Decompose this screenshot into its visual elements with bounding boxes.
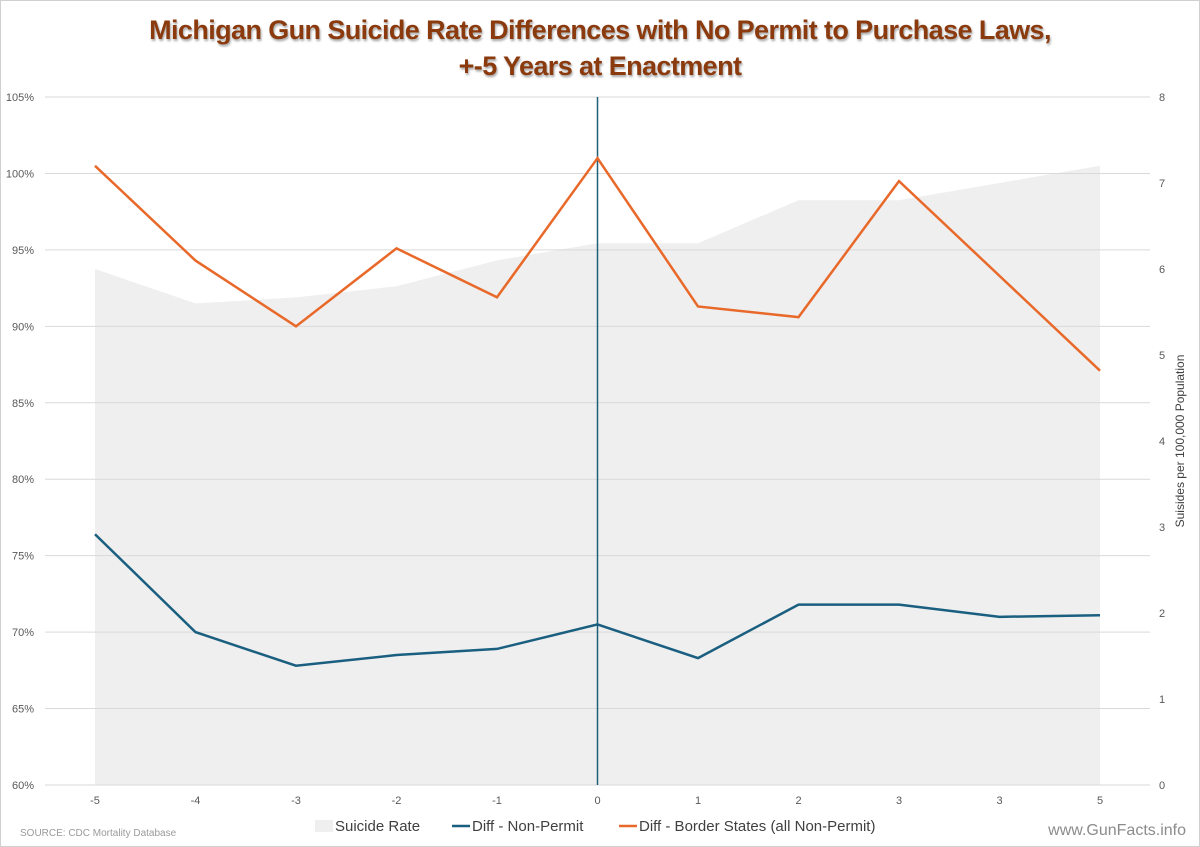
y-left-tick-label: 85% <box>12 398 34 410</box>
y-right-tick-label: 5 <box>1159 350 1165 362</box>
y-left-tick-label: 100% <box>6 168 34 180</box>
legend-item: Diff - Border States (all Non-Permit) <box>619 818 875 835</box>
x-tick-label: 0 <box>594 795 600 807</box>
y-left-tick-label: 80% <box>12 474 34 486</box>
x-tick-label: 2 <box>795 795 801 807</box>
y-right-tick-label: 3 <box>1159 522 1165 534</box>
y-right-tick-label: 8 <box>1159 92 1165 104</box>
y-left-tick-label: 65% <box>12 704 34 716</box>
y-left-tick-label: 90% <box>12 321 34 333</box>
x-tick-label: -4 <box>191 795 201 807</box>
legend-swatch-area <box>315 820 333 832</box>
line-layer <box>94 155 1101 668</box>
source-note: SOURCE: CDC Mortality Database <box>20 828 177 839</box>
x-tick-label: -5 <box>90 795 100 807</box>
legend: Suicide Rate Diff - Non-Permit Diff - Bord… <box>315 818 875 835</box>
legend-label: Diff - Border States (all Non-Permit) <box>639 818 875 835</box>
x-tick-label: -1 <box>492 795 502 807</box>
y-left-tick-label: 75% <box>12 551 34 563</box>
right-axis-label: Suisides per 100,000 Population <box>1173 355 1187 528</box>
y-left-tick-label: 70% <box>12 627 34 639</box>
legend-label: Diff - Non-Permit <box>472 818 584 835</box>
legend-item: Diff - Non-Permit <box>452 818 584 835</box>
y-right-tick-label: 7 <box>1159 178 1165 190</box>
tick-layer: 60% 65% 70% 75% 80% 85% 90% 95% 100% 105% 0 1 2 3 4 5 6 7… <box>6 92 1165 807</box>
legend-label: Suicide Rate <box>335 818 420 835</box>
x-tick-label: 3 <box>896 795 902 807</box>
x-tick-label: 3 <box>996 795 1002 807</box>
x-tick-label: -3 <box>291 795 301 807</box>
y-left-tick-label: 95% <box>12 245 34 257</box>
y-left-tick-label: 105% <box>6 92 34 104</box>
chart-subtitle: +-5 Years at Enactment <box>458 51 742 81</box>
x-tick-label: 5 <box>1097 795 1103 807</box>
y-right-tick-label: 4 <box>1159 436 1165 448</box>
chart-title-block: Michigan Gun Suicide Rate Differences wi… <box>0 12 1200 84</box>
x-tick-label: -2 <box>392 795 402 807</box>
legend-item: Suicide Rate <box>315 818 420 835</box>
y-right-tick-label: 1 <box>1159 694 1165 706</box>
y-right-tick-label: 2 <box>1159 608 1165 620</box>
y-right-tick-label: 0 <box>1159 780 1165 792</box>
watermark: www.GunFacts.info <box>1048 822 1186 839</box>
y-right-tick-label: 6 <box>1159 264 1165 276</box>
y-left-tick-label: 60% <box>12 780 34 792</box>
x-tick-label: 1 <box>695 795 701 807</box>
chart-title: Michigan Gun Suicide Rate Differences wi… <box>149 15 1051 45</box>
